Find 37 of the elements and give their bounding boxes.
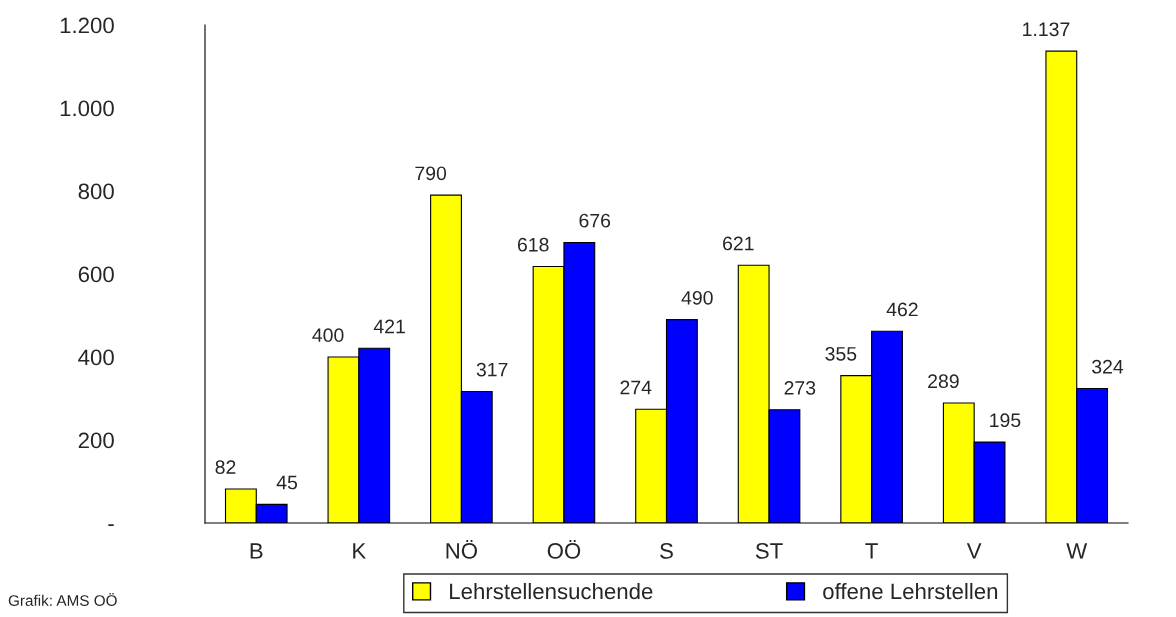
- data-label: 400: [312, 328, 344, 343]
- x-tick-label: S: [660, 543, 673, 559]
- data-label: 317: [476, 362, 508, 377]
- x-tick-label: K: [353, 543, 366, 559]
- x-tick-label: OÖ: [547, 539, 581, 559]
- data-label: 273: [784, 380, 816, 395]
- data-label: 324: [1092, 359, 1124, 374]
- x-tick-label: W: [1066, 543, 1088, 559]
- data-label: 618: [517, 237, 549, 252]
- x-tick-label: T: [865, 543, 878, 559]
- y-tick-label: 600: [78, 266, 114, 283]
- x-tick-label: ST: [755, 543, 783, 559]
- data-label: 462: [886, 302, 918, 317]
- x-tick-label: V: [966, 543, 982, 559]
- y-tick-label: 200: [78, 432, 114, 449]
- x-tick-label: B: [250, 543, 263, 559]
- data-label: 621: [723, 236, 754, 251]
- text: Grafik: AMS OÖ: [8, 593, 117, 606]
- data-label: 195: [990, 413, 1021, 428]
- data-label: 490: [681, 290, 713, 305]
- legend-label: Lehrstellensuchende: [450, 582, 653, 600]
- y-tick-label: 400: [78, 349, 114, 366]
- data-label: 676: [579, 213, 611, 228]
- data-label: 421: [373, 319, 405, 334]
- data-label: 82: [215, 460, 236, 475]
- y-tick-label: -: [108, 524, 114, 527]
- y-tick-label: 800: [78, 183, 114, 200]
- data-label: 790: [415, 166, 447, 181]
- legend-label: offene Lehrstellen: [823, 582, 998, 600]
- y-tick-label: 1.200: [60, 17, 114, 34]
- x-tick-label: NÖ: [446, 539, 477, 559]
- data-label: 1.137: [1023, 22, 1070, 37]
- data-label: 274: [620, 380, 652, 395]
- data-label: 355: [825, 346, 857, 361]
- data-label: 289: [928, 374, 959, 389]
- data-label: 45: [276, 475, 298, 490]
- y-tick-label: 1.000: [60, 100, 114, 117]
